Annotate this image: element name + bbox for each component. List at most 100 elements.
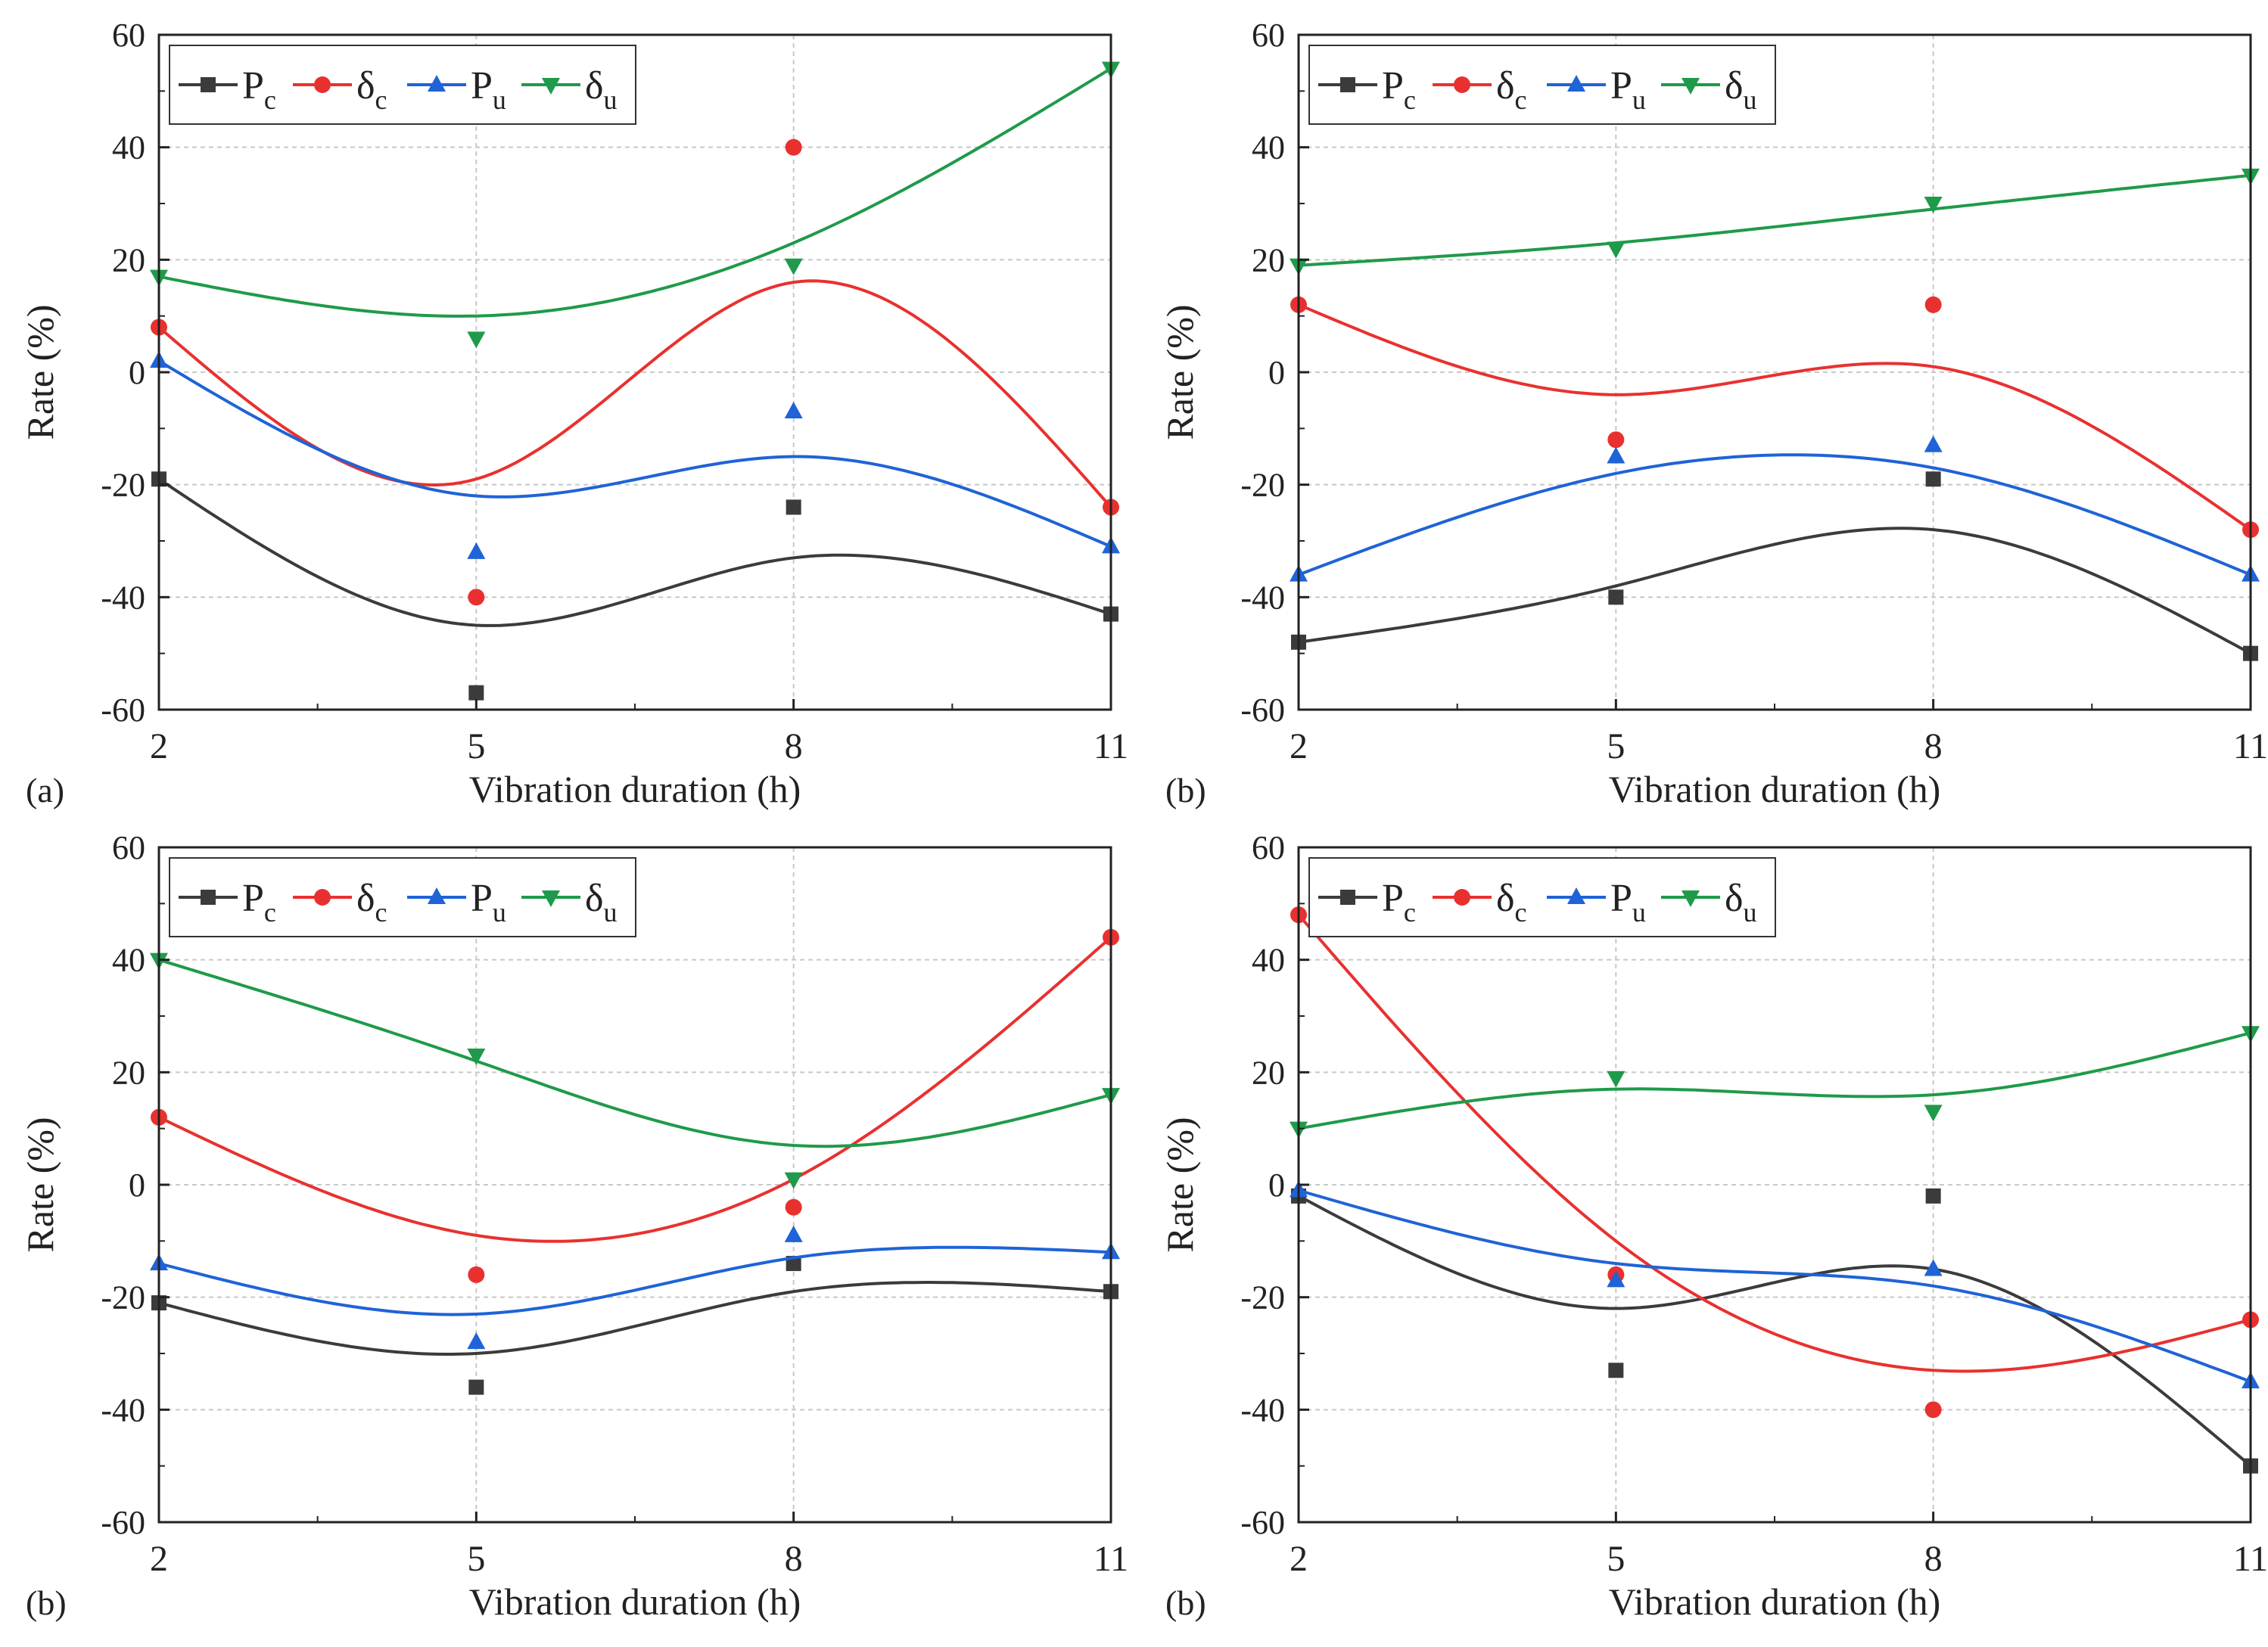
data-point-Pu [784,1225,803,1242]
data-point-du [784,258,803,275]
data-point-du [1607,241,1626,259]
y-tick-label: -40 [1240,579,1285,616]
y-tick-label: 40 [1252,942,1285,979]
fit-curve-Pc [1299,527,2251,655]
legend-label-du: δu [585,64,618,115]
x-axis-label: Vibration duration (h) [1609,768,1941,810]
fit-curve-dc [1299,913,2251,1373]
legend-label-du: δu [585,877,618,928]
y-axis-label: Rate (%) [1159,304,1201,440]
data-point-Pc [1925,1188,1941,1204]
x-tick-label: 5 [467,1539,485,1579]
data-point-du [1924,1105,1943,1122]
fit-curve-Pu [159,359,1111,548]
x-tick-label: 11 [2233,726,2268,766]
data-point-Pc [468,685,484,701]
data-point-Pu [1607,446,1626,464]
legend-marker-Pc [201,77,216,92]
y-tick-label: -20 [1240,1279,1285,1316]
legend-label-dc: δc [356,64,387,115]
panel-label: (b) [1165,1583,1206,1622]
fit-curve-du [1299,173,2251,267]
fit-curve-du [1299,1031,2251,1130]
data-point-Pc [786,499,801,515]
legend-marker-du [1682,78,1700,95]
legend-marker-du [542,890,560,907]
legend-marker-dc [314,76,331,93]
y-tick-label: 20 [1252,1054,1285,1091]
x-tick-label: 11 [1094,1539,1128,1579]
data-point-dc [468,1266,485,1283]
x-tick-label: 2 [1290,726,1308,766]
data-point-du [1607,1071,1626,1088]
y-axis-label: Rate (%) [19,1117,61,1252]
data-point-dc [785,138,802,156]
legend-label-Pu: Pu [471,877,506,928]
chart-panel-2: -60 -40 -20 0 20 40 60 2 5 8 11 Vibration duration … [1159,17,2268,810]
x-tick-label: 5 [1607,1539,1625,1579]
x-tick-label: 5 [1607,726,1625,766]
legend-label-dc: δc [1496,64,1527,115]
panel-label: (a) [26,771,64,810]
y-tick-label: -40 [101,579,145,616]
panel-label: (b) [26,1583,67,1622]
x-tick-label: 8 [785,1539,803,1579]
legend-marker-Pc [1340,77,1355,92]
y-tick-label: -20 [101,467,145,504]
legend-marker-Pu [1567,887,1585,904]
data-point-dc [468,589,485,606]
x-tick-label: 2 [1290,1539,1308,1579]
y-tick-label: 60 [1252,829,1285,866]
data-point-Pc [1925,471,1941,487]
legend-label-Pu: Pu [1610,877,1646,928]
y-tick-label: 0 [129,354,145,391]
data-point-Pu [1924,1259,1943,1276]
x-axis-label: Vibration duration (h) [1609,1580,1941,1623]
y-tick-label: -20 [101,1279,145,1316]
chart-panel-3: -60 -40 -20 0 20 40 60 2 5 8 11 Vibration duration … [19,829,1128,1623]
legend-marker-du [1682,890,1700,907]
data-point-dc [1924,296,1942,313]
chart-panel-1: -60 -40 -20 0 20 40 60 2 5 8 11 Vibration duration … [19,17,1128,810]
legend-marker-dc [314,889,331,906]
data-point-Pu [784,402,803,419]
y-tick-label: -40 [101,1391,145,1428]
fit-curve-Pc [1299,1195,2251,1468]
legend-label-Pc: Pc [242,877,276,928]
y-tick-label: 40 [1252,129,1285,166]
x-axis-label: Vibration duration (h) [469,1580,801,1623]
legend-label-dc: δc [356,877,387,928]
fit-curve-du [159,67,1111,318]
y-tick-label: 40 [112,129,145,166]
fit-curve-du [159,958,1111,1148]
legend: Pc δc Pu δu [169,857,636,937]
legend-marker-Pu [428,887,446,904]
data-point-Pu [1607,1270,1626,1288]
x-tick-label: 2 [150,1539,168,1579]
legend-label-Pc: Pc [1382,877,1416,928]
fit-curve-dc [1299,303,2251,531]
chart-panel-4: -60 -40 -20 0 20 40 60 2 5 8 11 Vibration duration … [1159,829,2268,1623]
data-point-Pc [468,1379,484,1395]
legend-marker-Pc [1340,890,1355,905]
data-point-du [467,331,486,349]
y-tick-label: -20 [1240,467,1285,504]
legend-label-dc: δc [1496,877,1527,928]
fit-curve-Pc [159,1280,1111,1356]
data-point-dc [1607,431,1625,449]
panel-label: (b) [1165,771,1206,810]
x-tick-label: 8 [1924,726,1943,766]
y-tick-label: 0 [1268,354,1285,391]
data-point-Pc [1608,589,1624,605]
data-point-dc [785,1198,802,1216]
y-tick-label: -60 [1240,1504,1285,1541]
y-tick-label: -60 [1240,691,1285,729]
x-tick-label: 5 [467,726,485,766]
fit-curve-Pc [159,477,1111,627]
y-tick-label: 60 [112,17,145,54]
legend: Pc δc Pu δu [169,45,636,125]
legend-label-Pc: Pc [1382,64,1416,115]
x-tick-label: 11 [2233,1539,2268,1579]
fit-curve-dc [159,936,1111,1243]
